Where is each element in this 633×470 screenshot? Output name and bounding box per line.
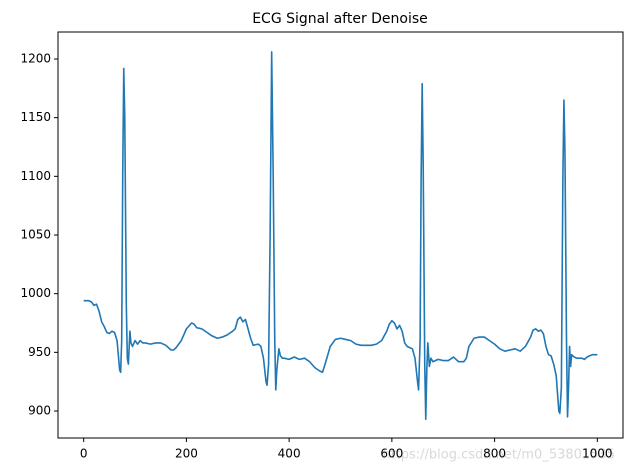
y-tick-label: 1050 <box>20 228 51 242</box>
y-tick-label: 1200 <box>20 51 51 65</box>
x-tick-label: 0 <box>80 447 88 461</box>
x-tick-label: 400 <box>278 447 301 461</box>
y-tick-label: 1000 <box>20 286 51 300</box>
signal-line <box>83 51 598 421</box>
y-tick-label: 900 <box>28 404 51 418</box>
y-tick-label: 950 <box>28 345 51 359</box>
x-tick-label: 200 <box>175 447 198 461</box>
x-tick-label: 1000 <box>582 447 613 461</box>
y-tick-label: 1150 <box>20 110 51 124</box>
plot-frame <box>57 31 624 439</box>
chart-title: ECG Signal after Denoise <box>252 11 428 27</box>
y-tick-label: 1100 <box>20 169 51 183</box>
x-tick-label: 800 <box>483 447 506 461</box>
x-tick-label: 600 <box>380 447 403 461</box>
watermark: https://blog.csdn.net/m0_53801535 <box>382 448 615 463</box>
